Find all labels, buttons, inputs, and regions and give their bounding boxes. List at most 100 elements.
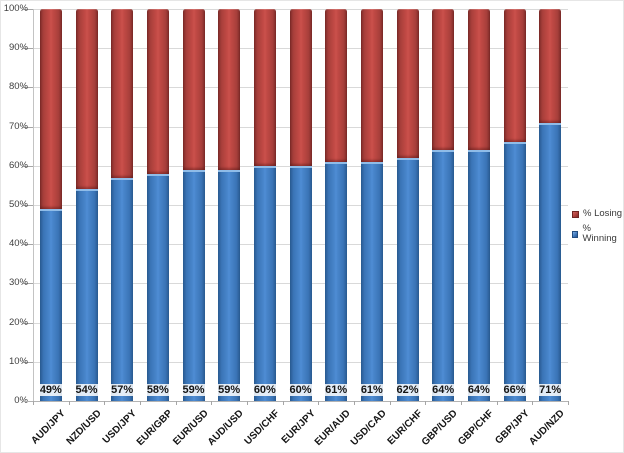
bar-segment-losing bbox=[182, 9, 205, 170]
x-axis-tick bbox=[140, 401, 141, 405]
bar-column bbox=[253, 9, 276, 401]
y-axis-tick-label: 60% bbox=[8, 159, 28, 171]
bar-segment-winning bbox=[39, 208, 62, 401]
bar-segment-winning bbox=[360, 161, 383, 401]
y-axis-tick bbox=[23, 126, 33, 128]
bar-segment-winning bbox=[325, 161, 348, 401]
y-axis-tick bbox=[23, 87, 33, 89]
bar-segment-losing bbox=[503, 9, 526, 143]
x-axis-tick bbox=[68, 401, 70, 405]
data-label: 60% bbox=[287, 384, 314, 396]
winning-swatch-icon bbox=[572, 230, 579, 238]
y-axis-tick-label: 0% bbox=[14, 395, 28, 406]
bar-segment-winning bbox=[182, 169, 205, 401]
legend-label-winning: % Winning bbox=[582, 223, 617, 244]
bar-segment-losing bbox=[218, 9, 241, 170]
y-axis-tick-label: 50% bbox=[8, 199, 28, 210]
bar-segment-losing bbox=[146, 9, 169, 174]
bar-segment-winning bbox=[146, 173, 169, 401]
bar-column bbox=[503, 9, 526, 401]
x-axis-tick bbox=[318, 401, 320, 405]
x-axis-tick bbox=[247, 401, 248, 405]
data-label: 64% bbox=[430, 384, 457, 396]
chart-legend: % Losing % Winning bbox=[572, 209, 623, 244]
bar-segment-winning bbox=[111, 177, 134, 401]
x-axis-tick bbox=[354, 401, 355, 405]
data-label: 60% bbox=[251, 384, 278, 396]
x-axis-tick bbox=[282, 401, 284, 405]
x-axis-tick bbox=[211, 401, 213, 405]
bar-segment-losing bbox=[325, 9, 348, 162]
bar-column bbox=[432, 9, 455, 401]
data-label: 66% bbox=[501, 384, 528, 396]
bar-column bbox=[39, 9, 62, 401]
bar-segment-losing bbox=[75, 9, 98, 190]
y-axis-tick-label: 10% bbox=[8, 355, 28, 367]
y-axis-line bbox=[33, 9, 34, 401]
y-axis-tick bbox=[23, 205, 33, 206]
losing-swatch-icon bbox=[572, 210, 579, 218]
bar-segment-winning bbox=[467, 150, 490, 401]
bar-column bbox=[467, 9, 490, 401]
bar-column bbox=[360, 9, 383, 401]
bar-segment-winning bbox=[218, 169, 241, 401]
bar-column bbox=[182, 9, 205, 401]
bar-segment-losing bbox=[289, 9, 312, 166]
x-axis-tick bbox=[461, 401, 462, 405]
data-label: 62% bbox=[394, 384, 421, 396]
bar-segment-losing bbox=[432, 9, 455, 151]
bar-segment-winning bbox=[503, 142, 526, 401]
bar-segment-winning bbox=[432, 150, 455, 401]
y-axis-tick bbox=[23, 48, 33, 50]
data-label: 64% bbox=[465, 384, 492, 396]
x-axis-tick bbox=[568, 401, 569, 405]
bar-column bbox=[289, 9, 312, 401]
y-axis-tick bbox=[23, 9, 33, 10]
data-label: 59% bbox=[180, 384, 207, 396]
bar-segment-winning bbox=[289, 165, 312, 401]
legend-label-losing: % Losing bbox=[583, 208, 623, 219]
data-label: 49% bbox=[37, 384, 64, 396]
y-axis-tick-label: 30% bbox=[8, 277, 28, 289]
y-axis-tick-label: 70% bbox=[8, 120, 28, 132]
y-axis-tick bbox=[23, 322, 33, 324]
data-label: 54% bbox=[73, 384, 100, 396]
y-axis-tick bbox=[23, 244, 33, 246]
data-label: 58% bbox=[144, 384, 171, 396]
data-label: 59% bbox=[216, 384, 243, 396]
y-axis-tick-label: 80% bbox=[8, 81, 28, 93]
x-axis-tick bbox=[532, 401, 534, 405]
bar-segment-losing bbox=[111, 9, 134, 178]
data-label: 71% bbox=[537, 384, 564, 396]
bar-segment-winning bbox=[75, 189, 98, 401]
bar-segment-losing bbox=[467, 9, 490, 151]
bar-segment-losing bbox=[39, 9, 62, 209]
bar-segment-winning bbox=[539, 122, 562, 401]
x-axis-tick bbox=[175, 401, 177, 405]
bar-column bbox=[75, 9, 98, 401]
bar-segment-losing bbox=[253, 9, 276, 166]
x-axis-tick bbox=[104, 401, 106, 405]
x-axis-tick bbox=[33, 401, 34, 405]
bar-column bbox=[396, 9, 419, 401]
bar-column bbox=[218, 9, 241, 401]
y-axis-tick-label: 40% bbox=[8, 238, 28, 250]
bar-segment-losing bbox=[539, 9, 562, 123]
data-label: 61% bbox=[323, 384, 350, 396]
bar-column bbox=[325, 9, 348, 401]
x-axis-tick bbox=[496, 401, 498, 405]
bar-segment-winning bbox=[396, 157, 419, 401]
y-axis-tick-label: 100% bbox=[3, 3, 28, 14]
bar-column bbox=[146, 9, 169, 401]
y-axis-tick-label: 90% bbox=[8, 42, 28, 54]
y-axis-tick-label: 20% bbox=[8, 316, 28, 328]
legend-item-losing: % Losing bbox=[572, 209, 623, 219]
y-axis-tick bbox=[23, 361, 33, 363]
x-axis-line bbox=[23, 401, 568, 402]
x-axis-tick bbox=[389, 401, 391, 405]
y-axis-tick bbox=[23, 283, 33, 285]
y-axis-tick bbox=[23, 165, 33, 167]
bar-segment-winning bbox=[253, 165, 276, 401]
bar-segment-losing bbox=[396, 9, 419, 158]
